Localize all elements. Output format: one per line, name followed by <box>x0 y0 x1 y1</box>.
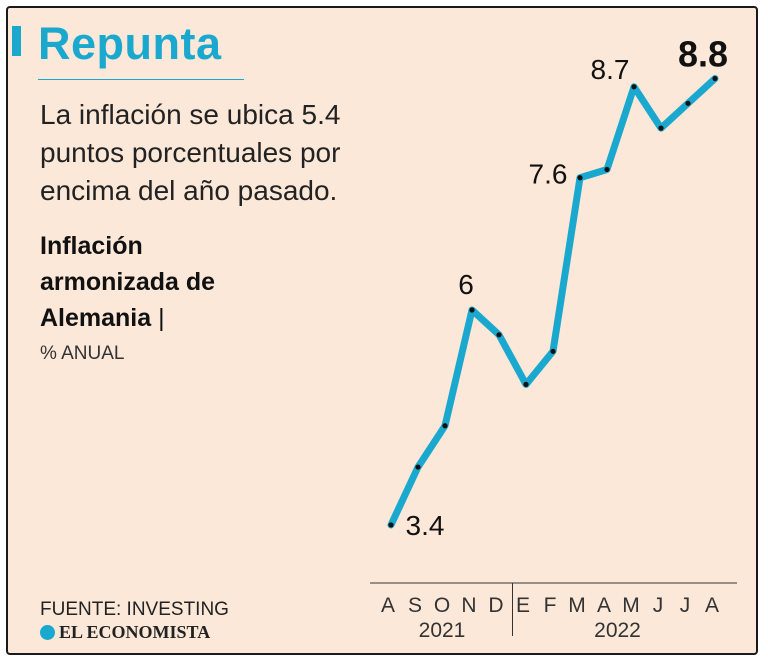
brand-logo: EL ECONOMISTA <box>40 622 210 643</box>
chart-subtitle: La inflación se ubica 5.4 puntos porcent… <box>40 99 341 206</box>
data-point <box>442 423 448 429</box>
data-point <box>388 522 394 528</box>
data-label: 7.6 <box>529 159 568 190</box>
series-line <box>387 75 719 529</box>
x-tick-label: J <box>680 594 691 617</box>
x-tick-label: N <box>461 594 476 617</box>
x-tick-label: D <box>488 594 503 617</box>
x-tick-label: A <box>381 594 395 617</box>
series-title-text: Inflación armonizada de Alemania <box>40 232 216 332</box>
data-point <box>496 332 502 338</box>
data-point <box>577 175 583 181</box>
x-tick-label: F <box>544 594 557 617</box>
x-tick-label: M <box>622 594 640 617</box>
year-label: 2022 <box>594 619 641 642</box>
data-label: 8.7 <box>591 54 630 85</box>
data-point <box>523 381 529 387</box>
unit-label: % ANUAL <box>40 343 125 364</box>
data-point <box>685 100 691 106</box>
data-point <box>712 75 718 82</box>
source-label: FUENTE: INVESTING <box>40 599 229 620</box>
data-point <box>604 166 610 173</box>
x-tick-label: A <box>705 594 719 617</box>
x-tick-label: M <box>568 594 586 617</box>
brand-mark-icon <box>40 625 55 640</box>
brand-name: EL ECONOMISTA <box>59 622 211 642</box>
x-tick-label: J <box>653 594 664 617</box>
year-label: 2021 <box>419 619 466 642</box>
data-point <box>550 348 556 354</box>
x-tick-label: A <box>597 594 611 617</box>
data-point <box>469 307 475 313</box>
title-underline <box>38 79 244 80</box>
data-point <box>631 84 637 90</box>
series-title-pipe: | <box>158 304 165 332</box>
title-accent-bar <box>12 26 21 56</box>
chart-card <box>6 6 758 655</box>
data-label: 6 <box>458 269 474 300</box>
data-label: 8.8 <box>678 34 728 75</box>
x-tick-label: S <box>408 594 422 617</box>
data-point <box>658 125 664 131</box>
data-label: 3.4 <box>406 510 445 541</box>
series-title: Inflación armonizada de Alemania | <box>40 228 260 336</box>
data-point <box>415 464 421 470</box>
x-tick-label: E <box>516 594 530 617</box>
x-tick-label: O <box>434 594 450 617</box>
chart-title: Repunta <box>38 18 222 69</box>
